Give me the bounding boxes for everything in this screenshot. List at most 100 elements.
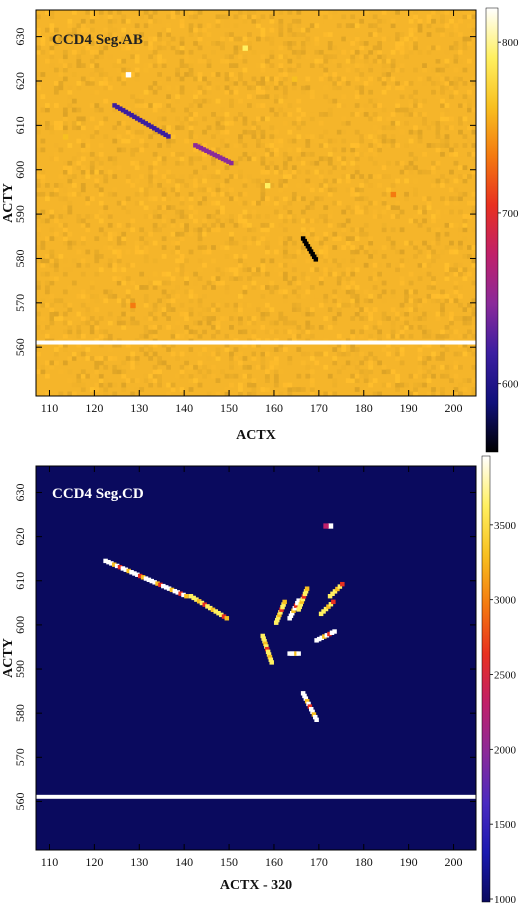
noise-pixel (67, 205, 73, 210)
noise-pixel (211, 156, 216, 162)
noise-pixel (449, 89, 454, 95)
track-pixel (337, 584, 343, 589)
noise-pixel (220, 58, 225, 64)
noise-pixel (305, 351, 311, 357)
noise-pixel (98, 218, 104, 224)
noise-pixel (318, 138, 324, 144)
noise-pixel (215, 187, 221, 193)
noise-pixel (417, 364, 423, 370)
noise-pixel (166, 218, 171, 224)
noise-pixel (211, 351, 216, 357)
noise-pixel (80, 258, 86, 264)
noise-pixel (453, 267, 459, 273)
noise-pixel (417, 18, 423, 24)
noise-pixel (107, 236, 113, 242)
noise-pixel (98, 200, 104, 206)
noise-pixel (53, 262, 59, 268)
noise-pixel (152, 160, 158, 166)
track-pixel (273, 620, 279, 625)
noise-pixel (354, 94, 360, 100)
noise-pixel (121, 80, 127, 86)
noise-pixel (345, 302, 351, 308)
noise-pixel (103, 174, 109, 179)
noise-pixel (336, 369, 342, 375)
noise-pixel (408, 183, 414, 188)
noise-pixel (345, 58, 351, 64)
noise-pixel (336, 165, 342, 171)
noise-pixel (251, 280, 257, 286)
noise-pixel (444, 347, 450, 352)
noise-pixel (399, 196, 405, 202)
noise-pixel (287, 67, 293, 73)
noise-pixel (287, 262, 293, 268)
noise-pixel (98, 165, 104, 171)
noise-pixel (125, 298, 131, 304)
noise-pixel (381, 10, 387, 15)
noise-pixel (202, 245, 207, 250)
noise-pixel (431, 10, 436, 15)
noise-pixel (251, 85, 257, 91)
noise-pixel (251, 382, 257, 388)
noise-pixel (413, 289, 418, 295)
track-pixel (103, 558, 108, 564)
noise-pixel (229, 231, 234, 237)
noise-pixel (359, 227, 365, 233)
noise-pixel (62, 112, 68, 117)
noise-pixel (399, 382, 405, 388)
noise-pixel (404, 107, 409, 113)
noise-pixel (170, 289, 176, 295)
noise-pixel (242, 14, 248, 20)
noise-pixel (350, 143, 356, 148)
noise-pixel (471, 325, 476, 330)
noise-pixel (359, 63, 365, 68)
noise-pixel (215, 23, 221, 29)
noise-pixel (103, 329, 109, 335)
noise-pixel (363, 151, 369, 157)
noise-pixel (305, 325, 311, 330)
noise-pixel (305, 364, 311, 370)
noise-pixel (273, 373, 279, 379)
noise-pixel (359, 174, 365, 179)
noise-pixel (161, 174, 167, 179)
noise-pixel (309, 116, 315, 122)
noise-pixel (431, 125, 436, 131)
noise-pixel (336, 178, 342, 184)
noise-pixel (157, 125, 163, 131)
track-pixel (281, 602, 286, 607)
y-tick-label: 610 (13, 116, 27, 134)
noise-pixel (206, 80, 212, 86)
noise-pixel (179, 76, 185, 82)
noise-pixel (309, 245, 315, 250)
noise-pixel (435, 45, 441, 51)
noise-pixel (345, 120, 351, 126)
noise-pixel (175, 325, 180, 330)
noise-pixel (458, 165, 463, 171)
noise-pixel (197, 311, 203, 317)
noise-pixel (71, 174, 77, 179)
noise-pixel (256, 267, 261, 273)
noise-pixel (116, 320, 122, 326)
noise-pixel (197, 267, 203, 273)
noise-pixel (85, 147, 91, 153)
noise-pixel (273, 80, 279, 86)
track-pixel (330, 591, 335, 597)
noise-pixel (404, 36, 409, 42)
noise-pixel (395, 333, 400, 339)
noise-pixel (336, 49, 342, 55)
noise-pixel (336, 311, 342, 317)
noise-pixel (98, 316, 104, 321)
noise-pixel (94, 89, 100, 95)
noise-pixel (291, 191, 297, 197)
noise-pixel (224, 240, 230, 246)
noise-pixel (179, 63, 185, 68)
noise-pixel (193, 222, 198, 228)
noise-pixel (85, 249, 91, 255)
noise-pixel (417, 49, 423, 55)
noise-pixel (49, 360, 55, 366)
noise-pixel (426, 196, 432, 202)
noise-pixel (323, 245, 329, 250)
noise-pixel (395, 98, 400, 104)
noise-pixel (188, 293, 194, 299)
x-tick-label: 140 (175, 401, 193, 415)
noise-pixel (206, 316, 212, 321)
